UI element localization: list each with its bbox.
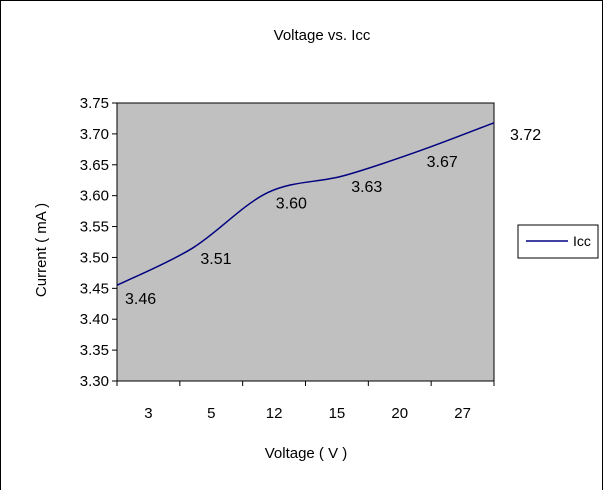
legend: Icc (517, 224, 599, 259)
x-tick-label: 20 (391, 405, 408, 422)
x-tick-label: 5 (207, 405, 215, 422)
y-tick-label: 3.55 (80, 219, 109, 236)
y-axis-label: Current ( mA ) (33, 203, 50, 297)
y-axis: 3.30 3.35 3.40 3.45 3.50 3.55 3.60 3.65 3.70 3.75 (80, 95, 117, 390)
y-tick-label: 3.65 (80, 157, 109, 174)
x-tick-label: 15 (329, 405, 346, 422)
x-axis-label: Voltage ( V ) (265, 445, 348, 462)
x-tick-label: 12 (266, 405, 283, 422)
y-tick-label: 3.30 (80, 373, 109, 390)
y-tick-label: 3.60 (80, 188, 109, 205)
x-axis: 3 5 12 15 20 27 (116, 381, 495, 422)
data-labels: 3.46 3.51 3.60 3.63 3.67 3.72 (125, 127, 541, 308)
x-tick-label: 27 (454, 405, 471, 422)
y-tick-label: 3.75 (80, 95, 109, 112)
data-label: 3.51 (200, 251, 231, 268)
y-tick-label: 3.70 (80, 126, 109, 143)
chart-title: Voltage vs. Icc (274, 27, 371, 44)
data-label: 3.72 (510, 127, 541, 144)
series-line-icc (116, 122, 495, 286)
data-label: 3.63 (351, 179, 382, 196)
y-tick-label: 3.35 (80, 342, 109, 359)
legend-entry-icc: Icc (573, 233, 591, 249)
y-tick-label: 3.50 (80, 249, 109, 266)
data-label: 3.46 (125, 291, 156, 308)
x-tick-label: 3 (144, 405, 152, 422)
y-tick-label: 3.45 (80, 280, 109, 297)
y-tick-label: 3.40 (80, 311, 109, 328)
data-label: 3.60 (276, 196, 307, 213)
data-label: 3.67 (427, 154, 458, 171)
